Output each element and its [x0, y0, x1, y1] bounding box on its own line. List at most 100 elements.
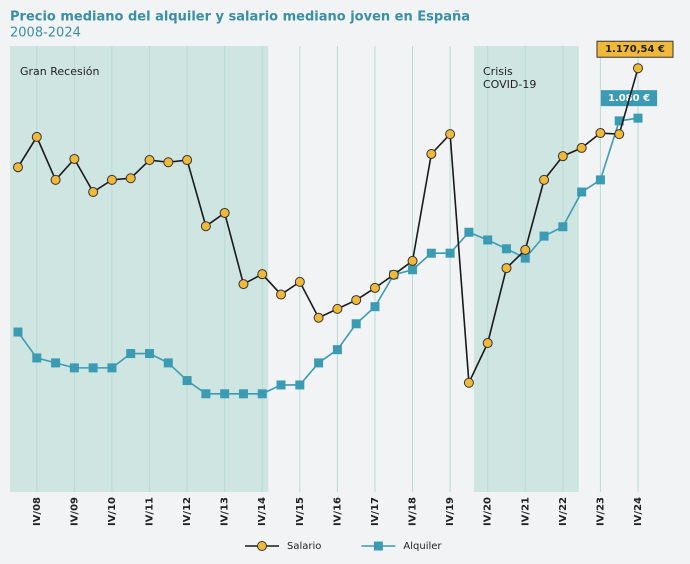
point	[407, 255, 418, 266]
x-tick-label: IV/23	[595, 497, 606, 526]
point	[388, 269, 399, 280]
point	[257, 269, 268, 280]
point	[482, 338, 493, 349]
point	[125, 173, 136, 184]
point	[501, 244, 511, 254]
point	[614, 116, 624, 126]
x-tick-label: IV/09	[69, 497, 80, 526]
point	[145, 349, 155, 359]
x-tick-label: IV/13	[220, 497, 231, 526]
point	[408, 265, 418, 275]
x-tick-label: IV/17	[370, 497, 381, 526]
legend-label: Alquiler	[403, 541, 442, 552]
period-shade	[10, 46, 269, 492]
point	[144, 155, 155, 166]
x-tick-label: IV/19	[445, 497, 456, 526]
point	[163, 358, 173, 368]
point	[314, 358, 324, 368]
point	[219, 207, 230, 218]
point	[276, 380, 286, 390]
x-tick-label: IV/10	[107, 497, 118, 526]
point	[32, 353, 42, 363]
point	[558, 222, 568, 232]
point	[539, 174, 550, 185]
point	[332, 345, 342, 355]
x-tick-label: IV/08	[32, 497, 43, 526]
point	[633, 113, 643, 123]
point	[69, 153, 80, 164]
point	[520, 253, 530, 263]
point	[426, 148, 437, 159]
point	[595, 128, 606, 139]
point	[276, 289, 287, 300]
x-tick-label: IV/16	[332, 497, 343, 526]
period-shade	[473, 46, 579, 492]
point	[313, 312, 324, 323]
point	[31, 131, 42, 142]
point	[238, 389, 248, 399]
point	[539, 231, 549, 241]
point	[50, 174, 61, 185]
point	[106, 174, 117, 185]
point	[332, 303, 343, 314]
series-line	[17, 68, 639, 386]
point	[126, 349, 136, 359]
legend-label: Salario	[287, 541, 321, 552]
point	[51, 358, 61, 368]
value-label: 1.170,54 €	[605, 44, 665, 55]
point	[369, 282, 380, 293]
point	[633, 63, 643, 74]
chart-title: Precio mediano del alquiler y salario me…	[10, 10, 470, 25]
point	[501, 263, 512, 274]
point	[351, 319, 361, 329]
point	[577, 187, 587, 197]
annotation: Gran Recesión	[20, 65, 100, 78]
point	[464, 227, 474, 237]
x-tick-label: IV/15	[295, 497, 306, 526]
chart-subtitle: 2008-2024	[10, 26, 81, 41]
x-tick-label: IV/22	[558, 497, 569, 526]
x-tick-label: IV/18	[408, 497, 419, 526]
point	[351, 295, 362, 306]
point	[426, 248, 436, 258]
series-line	[17, 117, 639, 395]
point	[445, 129, 456, 140]
x-tick-label: IV/21	[520, 497, 531, 526]
point	[88, 187, 99, 198]
point	[238, 279, 249, 290]
x-tick-label: IV/24	[633, 497, 644, 526]
point	[182, 155, 193, 166]
annotation: COVID-19	[483, 78, 536, 91]
legend-marker	[257, 541, 267, 551]
value-label-box	[596, 40, 674, 58]
point	[294, 276, 305, 287]
point	[463, 377, 474, 388]
point	[614, 129, 625, 140]
point	[163, 157, 174, 168]
point	[520, 244, 531, 255]
point	[200, 221, 211, 232]
x-tick-label: IV/14	[257, 497, 268, 526]
point	[182, 376, 192, 386]
point	[576, 142, 587, 153]
point	[557, 151, 568, 162]
point	[445, 248, 455, 258]
point	[107, 363, 117, 373]
legend-marker	[373, 541, 383, 551]
x-tick-label: IV/11	[145, 497, 156, 526]
point	[13, 162, 23, 173]
x-tick-label: IV/20	[483, 497, 494, 526]
point	[295, 380, 305, 390]
point	[370, 302, 380, 312]
point	[13, 327, 23, 337]
point	[595, 175, 605, 185]
point	[88, 363, 98, 373]
point	[69, 363, 79, 373]
point	[201, 389, 211, 399]
point	[257, 389, 267, 399]
x-tick-label: IV/12	[182, 497, 193, 526]
point	[483, 235, 493, 245]
point	[220, 389, 230, 399]
annotation: Crisis	[483, 65, 513, 78]
